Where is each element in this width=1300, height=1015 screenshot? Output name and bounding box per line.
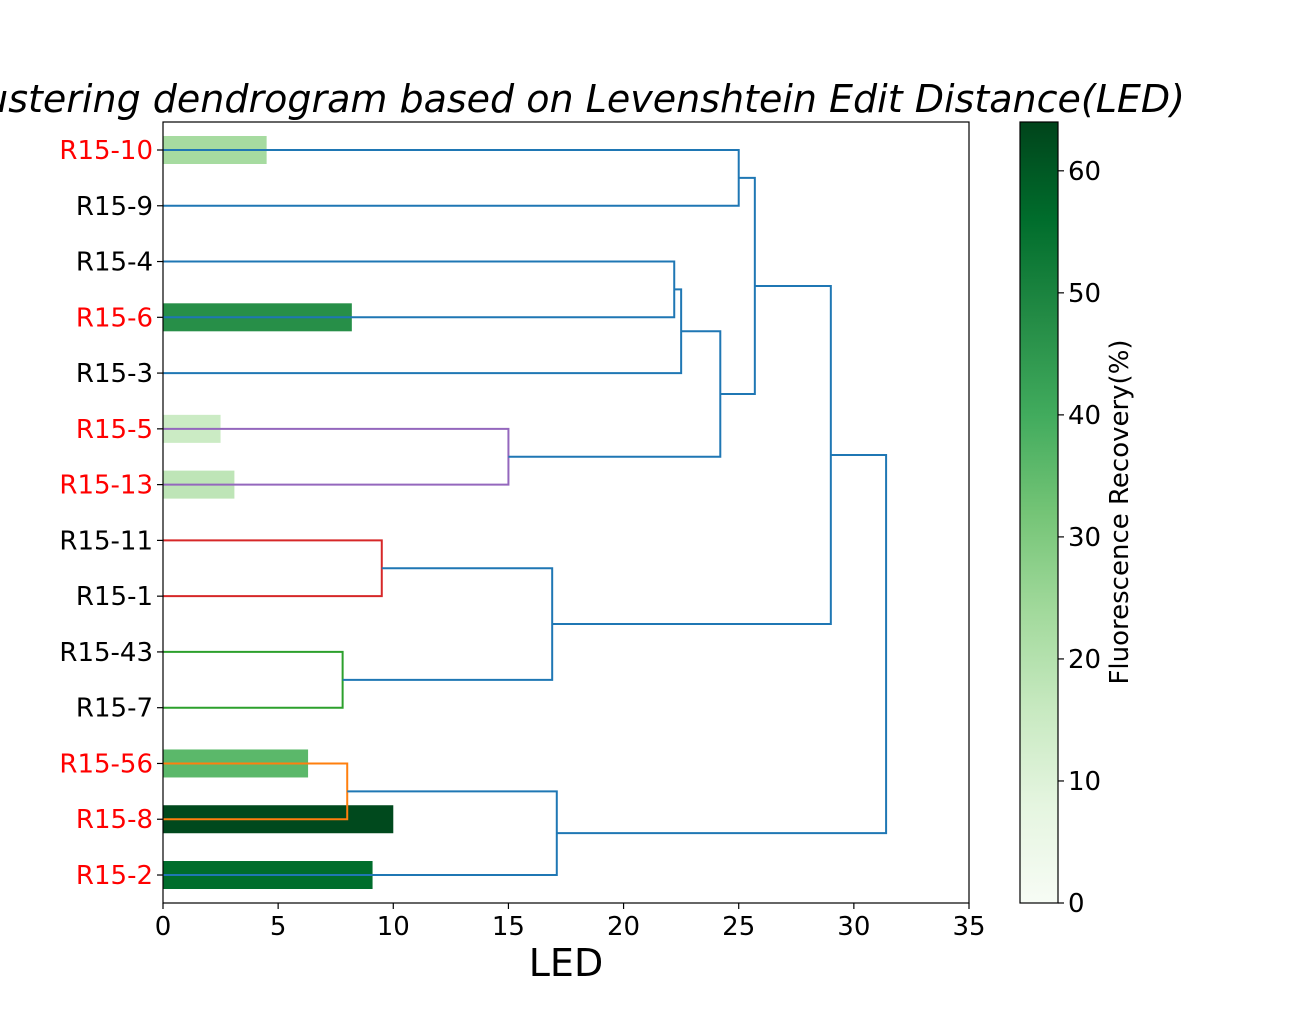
colorbar-tick-label: 60 — [1068, 157, 1101, 187]
colorbar-tick-label: 0 — [1068, 889, 1085, 919]
leaf-label: R15-8 — [76, 805, 153, 835]
leaf-label: R15-5 — [76, 415, 153, 445]
x-tick-label: 10 — [377, 912, 410, 942]
colorbar-tick-label: 40 — [1068, 401, 1101, 431]
dendrogram-link — [552, 284, 832, 626]
colorbar-gradient — [1019, 121, 1059, 904]
dendrogram-link — [342, 567, 554, 681]
leaf-label: R15-2 — [76, 861, 153, 891]
colorbar-tick-label: 30 — [1068, 523, 1101, 553]
leaf-label: R15-11 — [59, 526, 153, 556]
dendrogram-links — [163, 149, 888, 877]
dendrogram-link — [163, 650, 344, 709]
leaf-label: R15-1 — [76, 582, 153, 612]
colorbar: 0 10 20 30 40 50 60 Fluorescence Recovery(%) — [1019, 121, 1135, 919]
x-axis-label: LED — [529, 941, 603, 985]
x-tick-label: 5 — [270, 912, 287, 942]
x-tick-label: 20 — [607, 912, 640, 942]
x-tick-label: 15 — [492, 912, 525, 942]
leaf-labels: R15-10 R15-9 R15-4 R15-6 R15-3 R15-5 R15-13 R15… — [59, 136, 163, 891]
colorbar-tick-label: 50 — [1068, 279, 1101, 309]
leaf-label: R15-6 — [76, 303, 153, 333]
x-tick-label: 35 — [952, 912, 985, 942]
plot-frame — [162, 121, 970, 904]
x-axis-ticks: 0 5 10 15 20 25 30 35 — [155, 903, 986, 942]
recovery-bars — [163, 136, 394, 890]
colorbar-tick-label: 10 — [1068, 767, 1101, 797]
chart-title: Clustering dendrogram based on Levenshte… — [0, 77, 1185, 121]
leaf-label: R15-13 — [59, 471, 153, 501]
leaf-label: R15-3 — [76, 359, 153, 389]
x-tick-label: 25 — [722, 912, 755, 942]
dendrogram-link — [163, 539, 383, 598]
leaf-label: R15-9 — [76, 192, 153, 222]
dendrogram-link — [720, 176, 756, 395]
x-tick-label: 0 — [155, 912, 172, 942]
leaf-label: R15-10 — [59, 136, 153, 166]
dendrogram-link — [556, 453, 888, 835]
leaf-label: R15-4 — [76, 248, 153, 278]
x-tick-label: 30 — [837, 912, 870, 942]
leaf-label: R15-7 — [76, 694, 153, 724]
colorbar-ticks: 0 10 20 30 40 50 60 — [1058, 157, 1101, 919]
dendrogram-link — [508, 330, 722, 458]
leaf-label: R15-43 — [59, 638, 153, 668]
colorbar-tick-label: 20 — [1068, 645, 1101, 675]
colorbar-label: Fluorescence Recovery(%) — [1105, 339, 1135, 684]
leaf-label: R15-56 — [59, 749, 153, 779]
